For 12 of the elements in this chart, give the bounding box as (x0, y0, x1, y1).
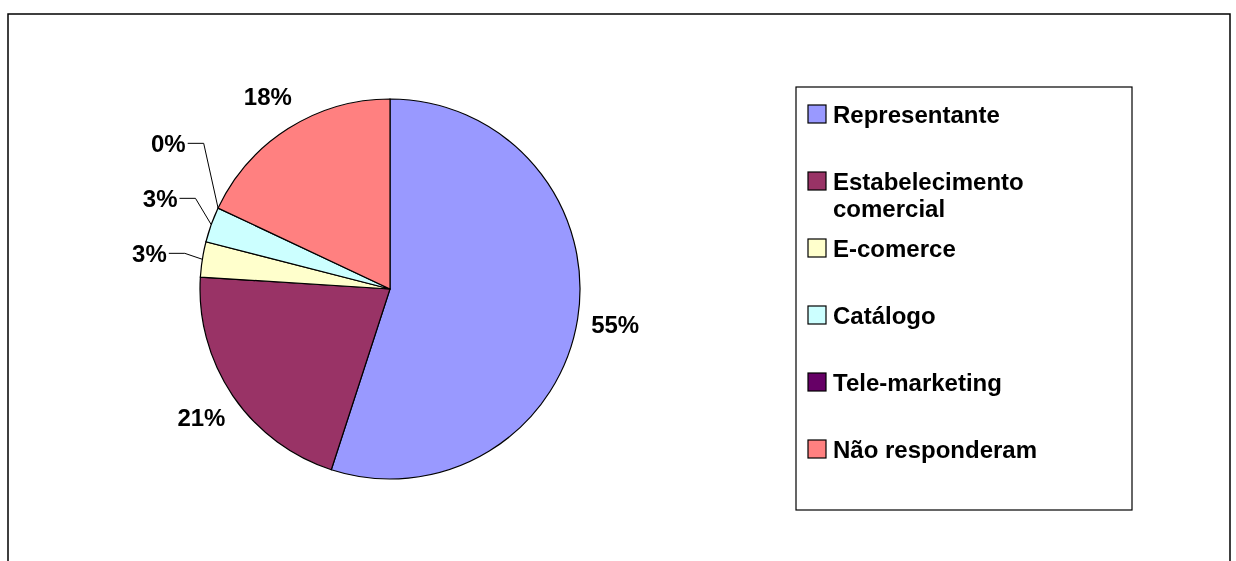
text: 0% (151, 129, 186, 157)
legend-label: Representante (833, 100, 1000, 128)
legend-label: Catálogo (833, 301, 936, 329)
legend-label: E-comerce (833, 234, 956, 262)
legend-label: Estabelecimento comercial (833, 167, 1024, 222)
data-label: 21% (177, 403, 226, 431)
legend-label: Não responderam (833, 435, 1038, 463)
data-label: 55% (591, 311, 640, 339)
data-label: 3% (132, 239, 167, 267)
legend-label: Tele-marketing (833, 368, 1002, 396)
data-label: 18% (243, 82, 292, 110)
data-label: 3% (142, 184, 178, 212)
